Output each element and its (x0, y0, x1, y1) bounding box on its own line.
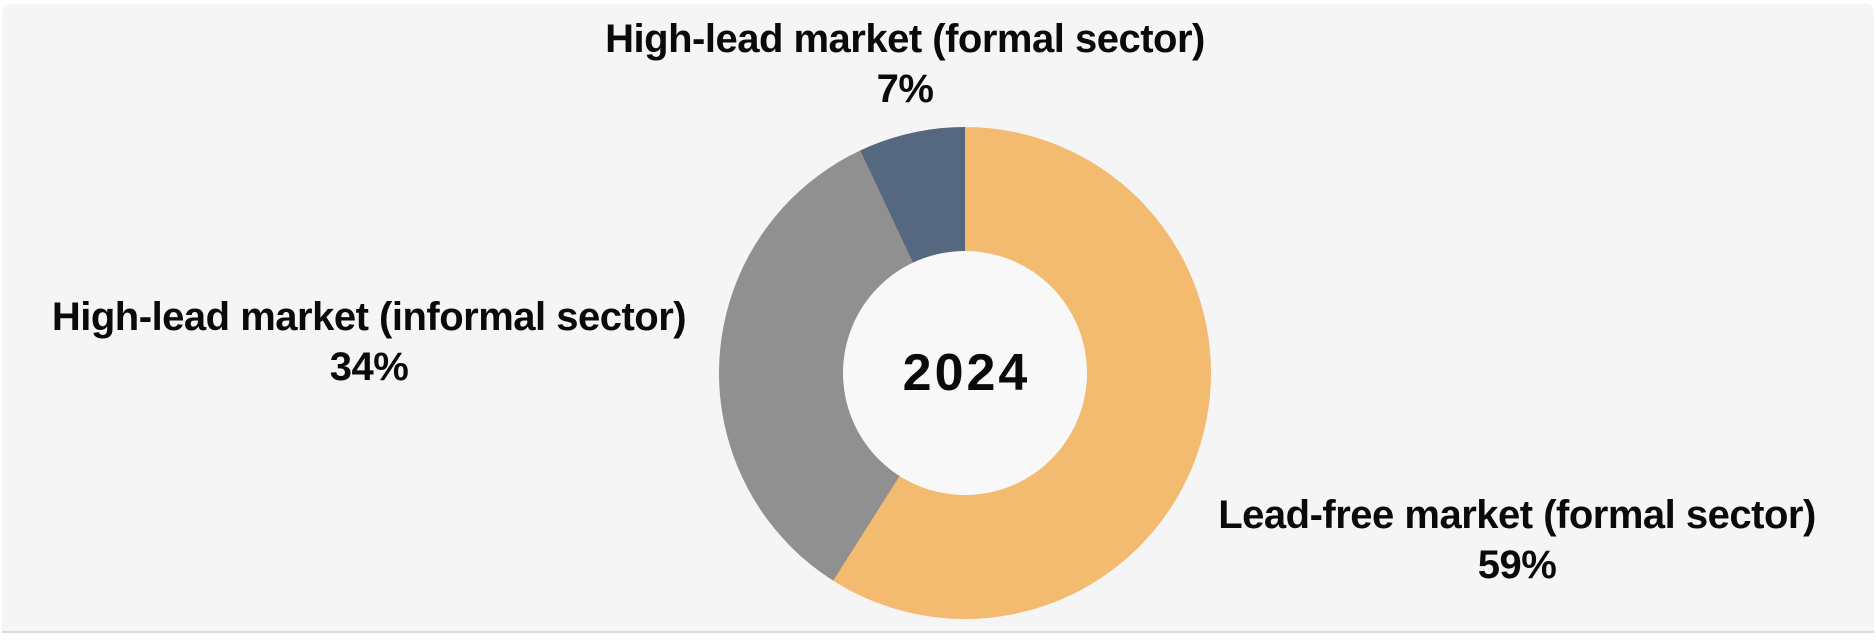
slice-label-lead-free-formal: Lead-free market (formal sector) (1218, 493, 1816, 537)
chart-card: High-lead market (formal sector) 7% High… (2, 4, 1874, 633)
slice-pct-high-lead-formal: 7% (876, 67, 934, 111)
callout-high-lead-formal: High-lead market (formal sector) 7% (605, 14, 1205, 114)
donut-hole: 2024 (843, 251, 1087, 495)
slice-label-high-lead-informal: High-lead market (informal sector) (51, 295, 687, 339)
slice-pct-lead-free-formal: 59% (1477, 543, 1557, 587)
donut-ring: 2024 (719, 127, 1211, 619)
callout-high-lead-informal: High-lead market (informal sector) 34% (51, 292, 687, 392)
slice-label-high-lead-formal: High-lead market (formal sector) (605, 17, 1205, 61)
callout-lead-free-formal: Lead-free market (formal sector) 59% (1218, 490, 1816, 590)
slice-pct-high-lead-informal: 34% (329, 345, 409, 389)
donut-center-label: 2024 (902, 344, 1031, 402)
